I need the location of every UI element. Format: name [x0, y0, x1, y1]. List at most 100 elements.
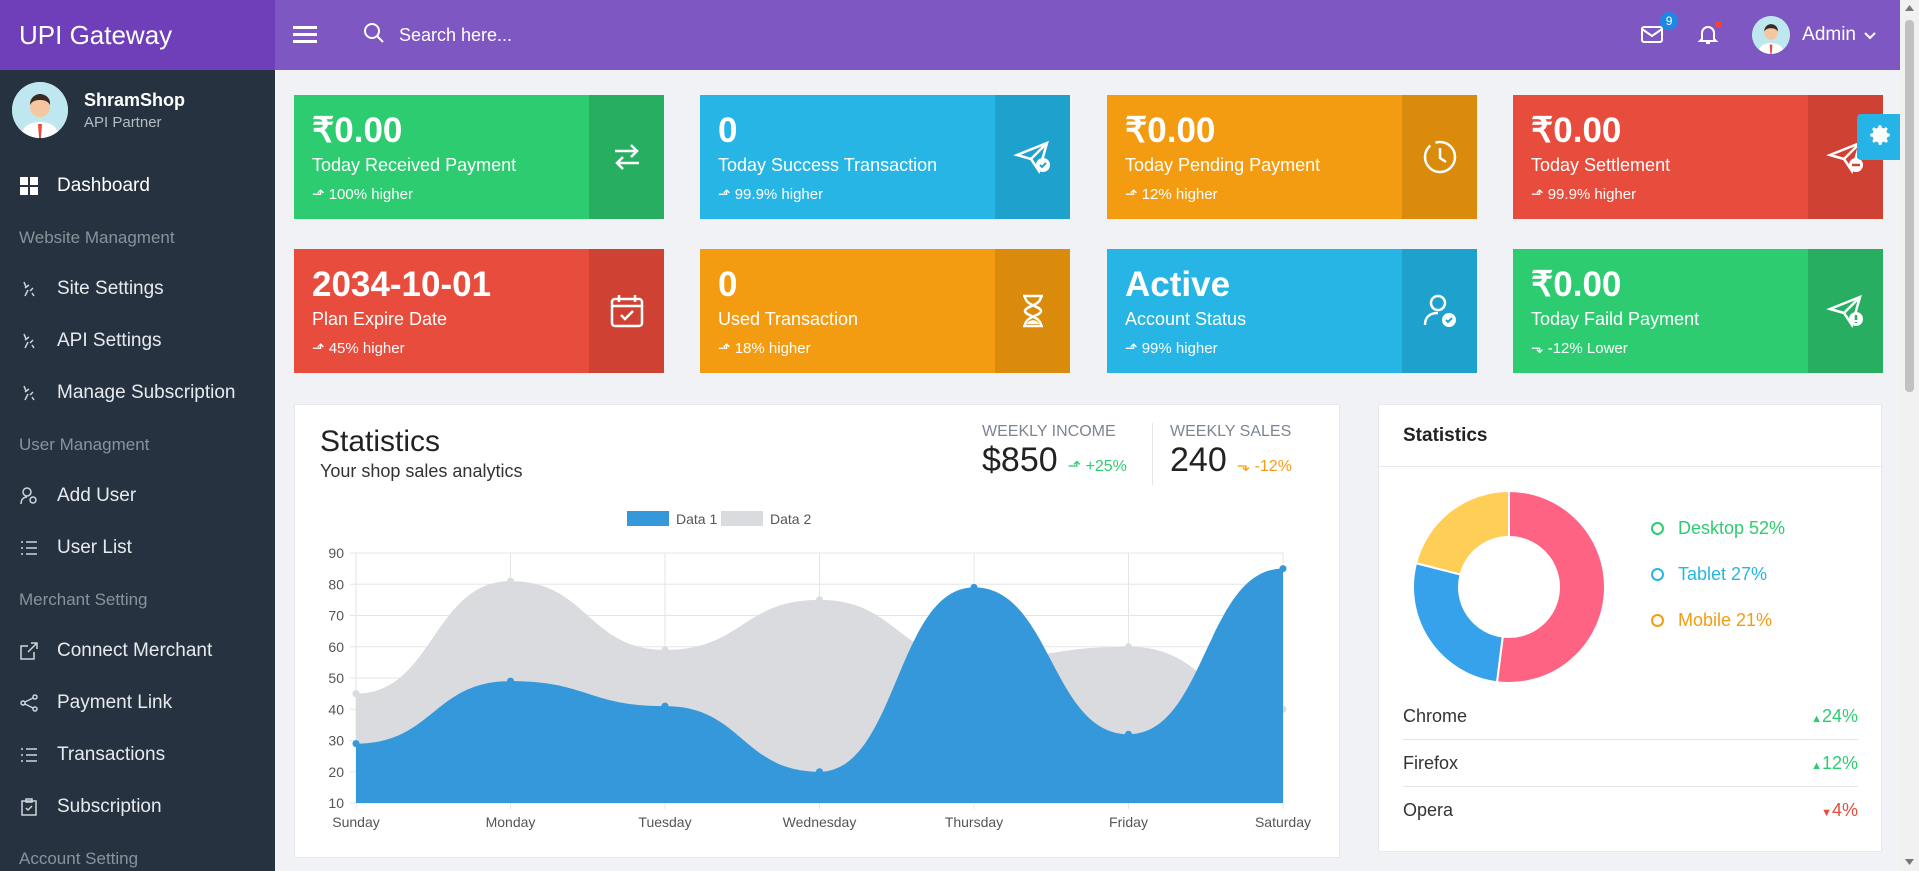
admin-menu[interactable]: Admin: [1752, 16, 1876, 54]
card-value: ₹0.00: [1531, 265, 1622, 304]
weekly-income-label: WEEKLY INCOME: [982, 423, 1116, 440]
stat-card[interactable]: ₹0.00 Today Faild Payment ⬎ -12% Lower: [1513, 249, 1883, 373]
scroll-down-icon[interactable]: [1905, 858, 1914, 866]
data-point: [507, 677, 514, 685]
data-point: [507, 577, 514, 585]
sidebar-item-user-list[interactable]: User List: [0, 522, 275, 574]
scrollbar[interactable]: [1900, 0, 1919, 871]
sidebar-item-label: Site Settings: [57, 278, 164, 299]
donut-slice[interactable]: [1412, 561, 1504, 684]
sidebar-item-site-settings[interactable]: Site Settings: [0, 263, 275, 315]
avatar[interactable]: [12, 82, 68, 138]
card-label: Used Transaction: [718, 309, 859, 329]
data-point: [816, 596, 823, 604]
card-value: 0: [718, 265, 738, 304]
brand-title[interactable]: UPI Gateway: [0, 0, 275, 70]
settings-sliders-icon: [19, 383, 39, 403]
sidebar-item-connect-merchant[interactable]: Connect Merchant: [0, 625, 275, 677]
sidebar-item-api-settings[interactable]: API Settings: [0, 315, 275, 367]
donut-slice[interactable]: [1495, 489, 1606, 684]
sidebar-item-manage-subscription[interactable]: Manage Subscription: [0, 367, 275, 419]
search-input[interactable]: [399, 24, 699, 46]
stat-card[interactable]: 0 Used Transaction ⬏ 18% higher: [700, 249, 1070, 373]
area-series-1: [356, 568, 1283, 803]
chevron-down-icon: [1864, 24, 1876, 46]
external-link-icon: [19, 641, 39, 661]
section-website: Website Managment: [19, 227, 175, 247]
data-point: [1279, 565, 1287, 573]
sidebar-item-add-user[interactable]: Add User: [0, 470, 275, 522]
data-point: [352, 690, 360, 698]
card-trend: ⬏ 99% higher: [1125, 340, 1218, 357]
sidebar-item-subscription[interactable]: Subscription: [0, 781, 275, 833]
stat-card[interactable]: 2034-10-01 Plan Expire Date ⬏ 45% higher: [294, 249, 664, 373]
scroll-up-icon[interactable]: [1905, 4, 1914, 12]
browser-name: Opera: [1403, 800, 1454, 820]
donut-slice[interactable]: [1414, 489, 1510, 576]
circle-icon: [1651, 522, 1664, 535]
clock-icon: [1402, 95, 1477, 219]
donut-legend-item[interactable]: Mobile 21%: [1651, 610, 1772, 631]
legend-label: Data 1: [676, 511, 717, 527]
legend-swatch: [721, 511, 763, 526]
x-tick-label: Saturday: [1255, 814, 1311, 830]
stat-card[interactable]: Active Account Status ⬏ 99% higher: [1107, 249, 1477, 373]
stat-card[interactable]: ₹0.00 Today Settlement ⬏ 99.9% higher: [1513, 95, 1883, 219]
y-tick-label: 20: [328, 764, 344, 780]
bell-icon[interactable]: [1696, 21, 1723, 48]
mail-icon[interactable]: 9: [1640, 12, 1679, 48]
card-label: Plan Expire Date: [312, 309, 448, 329]
card-value: ₹0.00: [312, 111, 403, 150]
statistics-panel: Statistics Your shop sales analytics WEE…: [294, 404, 1340, 858]
x-tick-label: Friday: [1109, 814, 1148, 830]
card-trend: ⬏ 99.9% higher: [1531, 186, 1637, 203]
sidebar-item-label: Connect Merchant: [57, 640, 213, 661]
weekly-income-delta: ⬏ +25%: [1067, 458, 1127, 475]
card-label: Today Received Payment: [312, 155, 517, 175]
data-point: [1125, 730, 1132, 738]
admin-name: Admin: [1802, 24, 1856, 45]
sidebar-item-dashboard[interactable]: Dashboard: [0, 160, 275, 212]
data-point: [1125, 643, 1132, 651]
stat-card[interactable]: ₹0.00 Today Received Payment ⬏ 100% high…: [294, 95, 664, 219]
sidebar-item-label: API Settings: [57, 330, 162, 351]
card-trend: ⬏ 12% higher: [1125, 186, 1218, 203]
arrow-up-icon: ⬏: [1125, 186, 1138, 203]
weekly-sales-label: WEEKLY SALES: [1170, 423, 1292, 440]
arrow-up-icon: ⬏: [718, 340, 731, 357]
topbar: 9 Admin: [275, 0, 1900, 70]
donut-legend-item[interactable]: Tablet 27%: [1651, 564, 1767, 585]
donut-legend-item[interactable]: Desktop 52%: [1651, 518, 1785, 539]
legend-label: Tablet 27%: [1678, 564, 1768, 584]
search-icon[interactable]: [363, 22, 385, 49]
settings-sliders-icon: [19, 331, 39, 351]
sidebar-item-payment-link[interactable]: Payment Link: [0, 677, 275, 729]
card-value: ₹0.00: [1531, 111, 1622, 150]
scrollbar-thumb[interactable]: [1905, 20, 1914, 392]
stat-card[interactable]: ₹0.00 Today Pending Payment ⬏ 12% higher: [1107, 95, 1477, 219]
stat-card[interactable]: 0 Today Success Transaction ⬏ 99.9% high…: [700, 95, 1070, 219]
menu-toggle-icon[interactable]: [293, 25, 319, 45]
settings-gear-button[interactable]: [1857, 114, 1903, 160]
y-tick-label: 30: [328, 733, 344, 749]
card-value: ₹0.00: [1125, 111, 1216, 150]
user-check-icon: [1402, 249, 1477, 373]
sidebar-item-transactions[interactable]: Transactions: [0, 729, 275, 781]
user-add-icon: [19, 486, 39, 506]
notification-dot: [1715, 21, 1723, 28]
circle-icon: [1651, 614, 1664, 627]
card-value: Active: [1125, 265, 1231, 304]
list-icon: [19, 538, 39, 558]
stats-subtitle: Your shop sales analytics: [320, 461, 523, 481]
data-point: [816, 768, 823, 776]
card-label: Today Faild Payment: [1531, 309, 1700, 329]
y-tick-label: 80: [328, 576, 344, 592]
share-icon: [19, 693, 39, 713]
profile-name: ShramShop: [84, 89, 186, 110]
paper-plane-check-icon: [995, 95, 1070, 219]
browser-value: ▲24%: [1811, 705, 1858, 726]
card-trend: ⬏ 100% higher: [312, 186, 413, 203]
caret-up-icon: ▲: [1811, 712, 1822, 725]
area-chart: 90 80 70 60 50 40 30 20 10 Sunday Monday Tuesday Wed…: [328, 511, 1311, 830]
card-trend: ⬏ 45% higher: [312, 340, 405, 357]
